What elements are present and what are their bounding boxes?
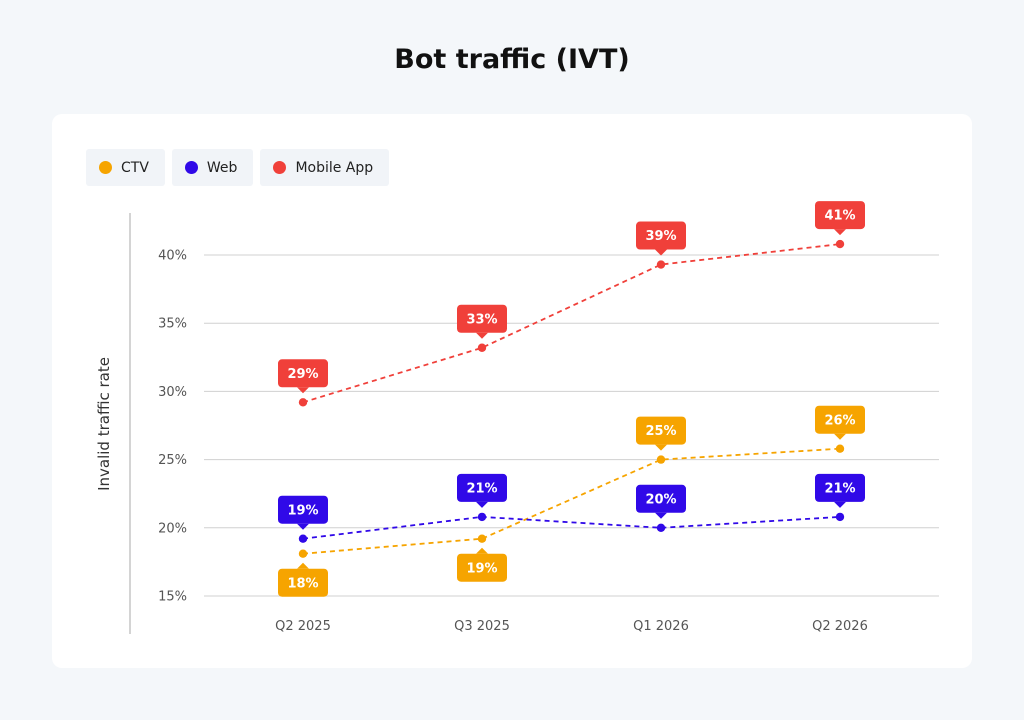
- legend-item-mobile-app[interactable]: Mobile App: [260, 149, 390, 186]
- data-point-web-q3-2025: [477, 512, 487, 522]
- y-tick-label-25: 25%: [158, 453, 187, 468]
- data-label-pointer-ctv-q3-2025: [476, 547, 488, 554]
- data-label-box-ctv-q2-2026: [815, 405, 865, 434]
- data-label-box-web-q2-2026: [815, 473, 865, 502]
- chart-card: CTV Web Mobile App Invalid traffic rate 1…: [52, 114, 972, 668]
- data-label-pointer-mobile-app-q3-2025: [476, 332, 488, 339]
- data-point-ctv-q2-2026: [835, 444, 845, 453]
- data-label-ctv-q2-2025: 18%: [287, 576, 318, 591]
- data-point-mobile-app-q2-2025: [298, 398, 308, 407]
- data-label-pointer-mobile-app-q1-2026: [655, 249, 667, 256]
- chart-title: Bot traffic (IVT): [394, 44, 630, 75]
- data-label-box-web-q1-2026: [636, 484, 686, 513]
- data-label-pointer-web-q1-2026: [655, 512, 667, 519]
- data-label-ctv-q1-2026: 25%: [645, 424, 676, 439]
- data-label-pointer-ctv-q1-2026: [655, 444, 667, 451]
- data-label-pointer-ctv-q2-2026: [834, 433, 846, 440]
- legend-swatch-ctv: [99, 161, 112, 174]
- legend: CTV Web Mobile App: [86, 149, 390, 186]
- data-label-mobile-app-q2-2025: 29%: [287, 367, 318, 382]
- line-chart: Invalid traffic rate 15% 20% 25% 30% 35% 40% Q2…: [95, 201, 939, 634]
- data-label-mobile-app-q2-2026: 41%: [824, 209, 855, 224]
- y-tick-label-40: 40%: [158, 249, 187, 264]
- series-line-ctv: [302, 447, 841, 555]
- data-label-box-mobile-app-q1-2026: [636, 221, 686, 250]
- data-point-ctv-q2-2025: [298, 549, 308, 558]
- legend-label-web: Web: [206, 159, 238, 176]
- y-tick-label-30: 30%: [158, 385, 187, 400]
- data-label-web-q2-2026: 21%: [824, 481, 855, 496]
- data-label-pointer-ctv-q2-2025: [297, 562, 309, 569]
- legend-label-mobile-app: Mobile App: [295, 159, 374, 176]
- data-label-box-web-q2-2025: [278, 495, 328, 524]
- y-tick-label-20: 20%: [158, 521, 187, 536]
- y-tick-label-15: 15%: [158, 590, 187, 605]
- data-label-pointer-mobile-app-q2-2025: [297, 387, 309, 394]
- data-point-mobile-app-q3-2025: [477, 343, 487, 352]
- data-label-ctv-q2-2026: 26%: [824, 413, 855, 428]
- data-point-web-q2-2026: [835, 512, 845, 522]
- data-point-web-q2-2025: [298, 534, 308, 543]
- data-label-box-ctv-q1-2026: [636, 416, 686, 445]
- data-label-box-web-q3-2025: [457, 473, 507, 502]
- data-point-web-q1-2026: [656, 523, 666, 532]
- data-label-web-q2-2025: 19%: [287, 503, 318, 518]
- data-point-mobile-app-q1-2026: [656, 260, 666, 269]
- data-label-box-mobile-app-q2-2025: [278, 359, 328, 388]
- data-label-mobile-app-q1-2026: 39%: [645, 229, 676, 244]
- data-label-box-ctv-q2-2025: [278, 568, 328, 597]
- data-label-web-q3-2025: 21%: [466, 481, 497, 496]
- data-label-ctv-q3-2025: 19%: [466, 561, 497, 576]
- data-label-box-mobile-app-q2-2026: [815, 201, 865, 230]
- legend-item-web[interactable]: Web: [171, 149, 254, 186]
- data-label-pointer-web-q2-2025: [297, 523, 309, 530]
- series-line-web: [302, 515, 841, 540]
- data-point-ctv-q1-2026: [656, 455, 666, 464]
- data-point-mobile-app-q2-2026: [835, 239, 845, 249]
- legend-swatch-mobile-app: [273, 161, 287, 174]
- data-label-box-mobile-app-q3-2025: [457, 304, 507, 333]
- y-axis-label: Invalid traffic rate: [95, 357, 113, 491]
- x-tick-label-q1-2026: Q1 2026: [633, 619, 689, 634]
- data-label-box-ctv-q3-2025: [457, 553, 507, 582]
- legend-swatch-web: [184, 161, 198, 174]
- legend-item-ctv[interactable]: CTV: [86, 149, 165, 186]
- data-label-web-q1-2026: 20%: [645, 492, 676, 507]
- data-point-ctv-q3-2025: [477, 534, 487, 543]
- y-tick-label-35: 35%: [158, 317, 187, 332]
- x-tick-label-q3-2025: Q3 2025: [454, 619, 510, 634]
- data-label-pointer-mobile-app-q2-2026: [834, 229, 846, 236]
- data-label-mobile-app-q3-2025: 33%: [466, 312, 497, 327]
- x-tick-label-q2-2026: Q2 2026: [812, 619, 868, 634]
- data-label-pointer-web-q2-2026: [834, 501, 846, 508]
- x-tick-label-q2-2025: Q2 2025: [275, 619, 331, 634]
- data-label-pointer-web-q3-2025: [476, 501, 488, 508]
- legend-label-ctv: CTV: [121, 159, 149, 176]
- series-line-mobile-app: [302, 243, 841, 404]
